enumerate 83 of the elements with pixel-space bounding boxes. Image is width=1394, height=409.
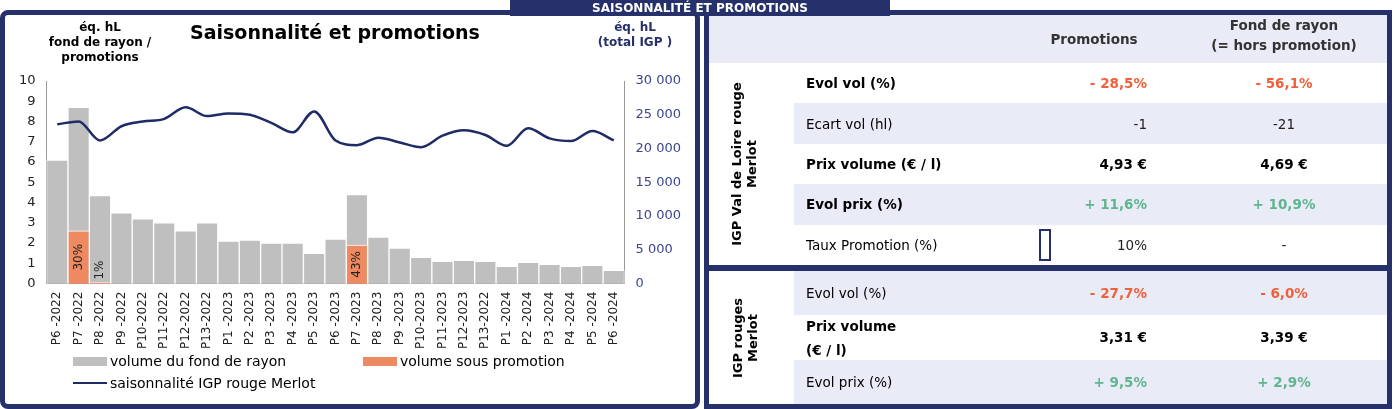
x-tick-label: P13-2022 (477, 291, 492, 349)
category-label: Promotions (1049, 30, 1139, 49)
x-tick-label: P5 -2024 (584, 291, 599, 346)
text: + 11,6% (1084, 196, 1147, 213)
text: 3,39 € (1260, 329, 1308, 346)
category-label: Prix volume (€ / l) (806, 155, 942, 172)
x-tick-label: P7 -2022 (70, 291, 85, 346)
x-tick-label: P4 -2023 (284, 291, 299, 346)
legend-label: saisonnalité IGP rouge Merlot (110, 375, 316, 391)
x-tick-label: P12-2022 (177, 291, 192, 349)
x-tick-label: P10-2023 (413, 291, 428, 349)
annotation: 43% (349, 251, 364, 278)
text: 4,93 € (1099, 155, 1147, 172)
x-tick-label: P11-2023 (434, 291, 449, 349)
annotation: 1% (92, 260, 107, 280)
x-tick-label: P10-2022 (135, 291, 149, 349)
text: - 28,5% (1089, 75, 1147, 92)
y2-tick-label: 15 000 (635, 173, 682, 189)
text: + 9,5% (1093, 373, 1147, 390)
text: IGP rouges Merlot (729, 296, 759, 380)
category-label: Evol vol (%) (806, 285, 887, 302)
legend-label: volume sous promotion (400, 353, 565, 369)
y-tick-label: 7 (27, 133, 36, 149)
text: - 6,0% (1260, 285, 1308, 302)
category-label: Ecart vol (hl) (806, 115, 893, 132)
text: -1 (1133, 115, 1147, 132)
x-tick-label: P6 -2024 (605, 291, 620, 346)
category-label: Evol vol (%) (806, 75, 896, 92)
y-axis-title: éq. hL fond de rayon / promotions (47, 20, 153, 65)
text: 4,69 € (1260, 155, 1308, 172)
y-tick-label: 5 (27, 173, 36, 189)
x-tick-label: P1 -2024 (498, 291, 513, 346)
y-tick-label: 8 (27, 112, 36, 128)
y-tick-label: 1 (27, 254, 36, 270)
x-tick-label: P12-2023 (456, 291, 471, 349)
legend-label: volume du fond de rayon (110, 353, 287, 369)
x-tick-label: P8 -2023 (370, 291, 385, 346)
x-tick-label: P2 -2023 (242, 291, 257, 346)
text: 3,31 € (1099, 329, 1147, 346)
x-tick-label: P3 -2023 (263, 291, 278, 346)
y-tick-label: 6 (27, 153, 36, 169)
y2-axis-title: éq. hL (total IGP ) (596, 20, 674, 50)
y-tick-label: 0 (27, 275, 36, 290)
y2-tick-label: 5 000 (635, 241, 673, 257)
y2-tick-label: 25 000 (635, 106, 682, 122)
category-label: Evol prix (%) (806, 373, 893, 390)
category-label: Evol prix (%) (806, 196, 903, 213)
chart-title: Saisonnalité et promotions (190, 21, 480, 43)
x-tick-label: P1 -2023 (220, 291, 235, 346)
y2-tick-label: 10 000 (635, 207, 682, 223)
x-tick-label: P4 -2024 (563, 291, 578, 346)
annotation: 30% (70, 243, 85, 271)
y2-tick-label: 30 000 (635, 72, 682, 88)
text: - (1281, 236, 1287, 253)
text: + 10,9% (1252, 196, 1316, 213)
y-tick-label: 9 (27, 92, 36, 108)
category-label: Fond de rayon (= hors promotion) (1210, 16, 1358, 55)
x-tick-label: P2 -2024 (520, 291, 535, 346)
text: -21 (1272, 115, 1296, 132)
x-tick-label: P11-2022 (156, 291, 171, 349)
y2-tick-label: 0 (635, 275, 644, 290)
text: + 2,9% (1257, 373, 1311, 390)
x-tick-label: P3 -2024 (541, 291, 556, 346)
text: - 56,1% (1255, 75, 1313, 92)
y-tick-label: 3 (27, 214, 36, 230)
y-tick-label: 2 (27, 234, 36, 250)
y-tick-label: 4 (27, 193, 36, 209)
y-tick-label: 10 (19, 72, 36, 88)
text: IGP Val de Loire rouge Merlot (729, 81, 759, 248)
text: SAISONNALITÉ ET PROMOTIONS (510, 0, 890, 16)
category-label: Taux Promotion (%) (806, 236, 938, 253)
category-label: Prix volume (€ / l) (806, 317, 897, 358)
text: 10% (1116, 236, 1147, 253)
x-tick-label: P6 -2022 (49, 291, 64, 346)
x-tick-label: P8 -2022 (92, 291, 107, 346)
x-tick-label: P9 -2022 (113, 291, 128, 346)
text: - 27,7% (1089, 285, 1147, 302)
x-tick-label: P13-2022 (199, 291, 214, 349)
x-tick-label: P9 -2023 (391, 291, 406, 346)
x-tick-label: P7 -2023 (349, 291, 364, 346)
y2-tick-label: 20 000 (635, 139, 682, 155)
x-tick-label: P6 -2023 (327, 291, 342, 346)
x-tick-label: P5 -2023 (306, 291, 321, 346)
